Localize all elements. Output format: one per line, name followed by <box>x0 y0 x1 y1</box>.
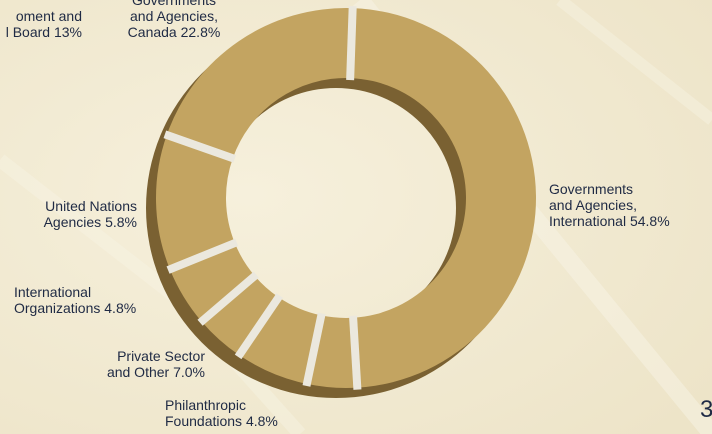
label-line: Canada 22.8% <box>127 24 221 40</box>
label-line: Private Sector <box>117 348 205 364</box>
slice-divider-4 <box>197 271 259 326</box>
label-private-sector: Private Sector and Other 7.0% <box>86 348 205 380</box>
chart-dividers <box>163 5 362 390</box>
label-line: International <box>14 284 92 300</box>
slice-divider-6 <box>163 130 237 163</box>
label-line: International 54.8% <box>549 213 670 229</box>
slice-divider-2 <box>302 312 326 387</box>
label-line: and Agencies, <box>549 197 637 213</box>
label-line: and Agencies, <box>130 8 218 24</box>
label-line: l Board 13% <box>5 24 82 40</box>
label-line: oment and <box>15 8 82 24</box>
chart-segments <box>156 7 537 388</box>
donut-slice-6 <box>166 7 353 159</box>
label-governments-international: Governments and Agencies, International … <box>549 181 670 229</box>
label-philanthropic-foundations: Philanthropic Foundations 4.8% <box>165 397 278 429</box>
donut-slice-5 <box>156 134 235 270</box>
label-line: United Nations <box>45 198 137 214</box>
slice-divider-0 <box>346 5 357 81</box>
label-line: Agencies 5.8% <box>43 214 137 230</box>
label-line: and Other 7.0% <box>106 364 205 380</box>
slice-divider-5 <box>166 238 239 274</box>
donut-slice-0 <box>350 8 537 388</box>
label-line: Organizations 4.8% <box>14 300 137 316</box>
label-united-nations: United Nations Agencies 5.8% <box>20 198 137 230</box>
label-line: Governments <box>549 181 634 197</box>
page-number: 3 <box>700 396 712 423</box>
label-international-organizations: International Organizations 4.8% <box>14 284 136 316</box>
label-line: Philanthropic <box>165 397 246 413</box>
donut-slice-2 <box>239 297 322 384</box>
label-governments-canada: Governments and Agencies, Canada 22.8% <box>104 0 244 40</box>
slice-divider-3 <box>234 293 284 360</box>
slice-divider-1 <box>349 315 362 390</box>
label-line: Governments <box>131 0 217 8</box>
donut-slice-3 <box>201 275 279 356</box>
label-line: Foundations 4.8% <box>165 413 278 429</box>
label-development-board: oment and l Board 13% <box>0 8 82 40</box>
